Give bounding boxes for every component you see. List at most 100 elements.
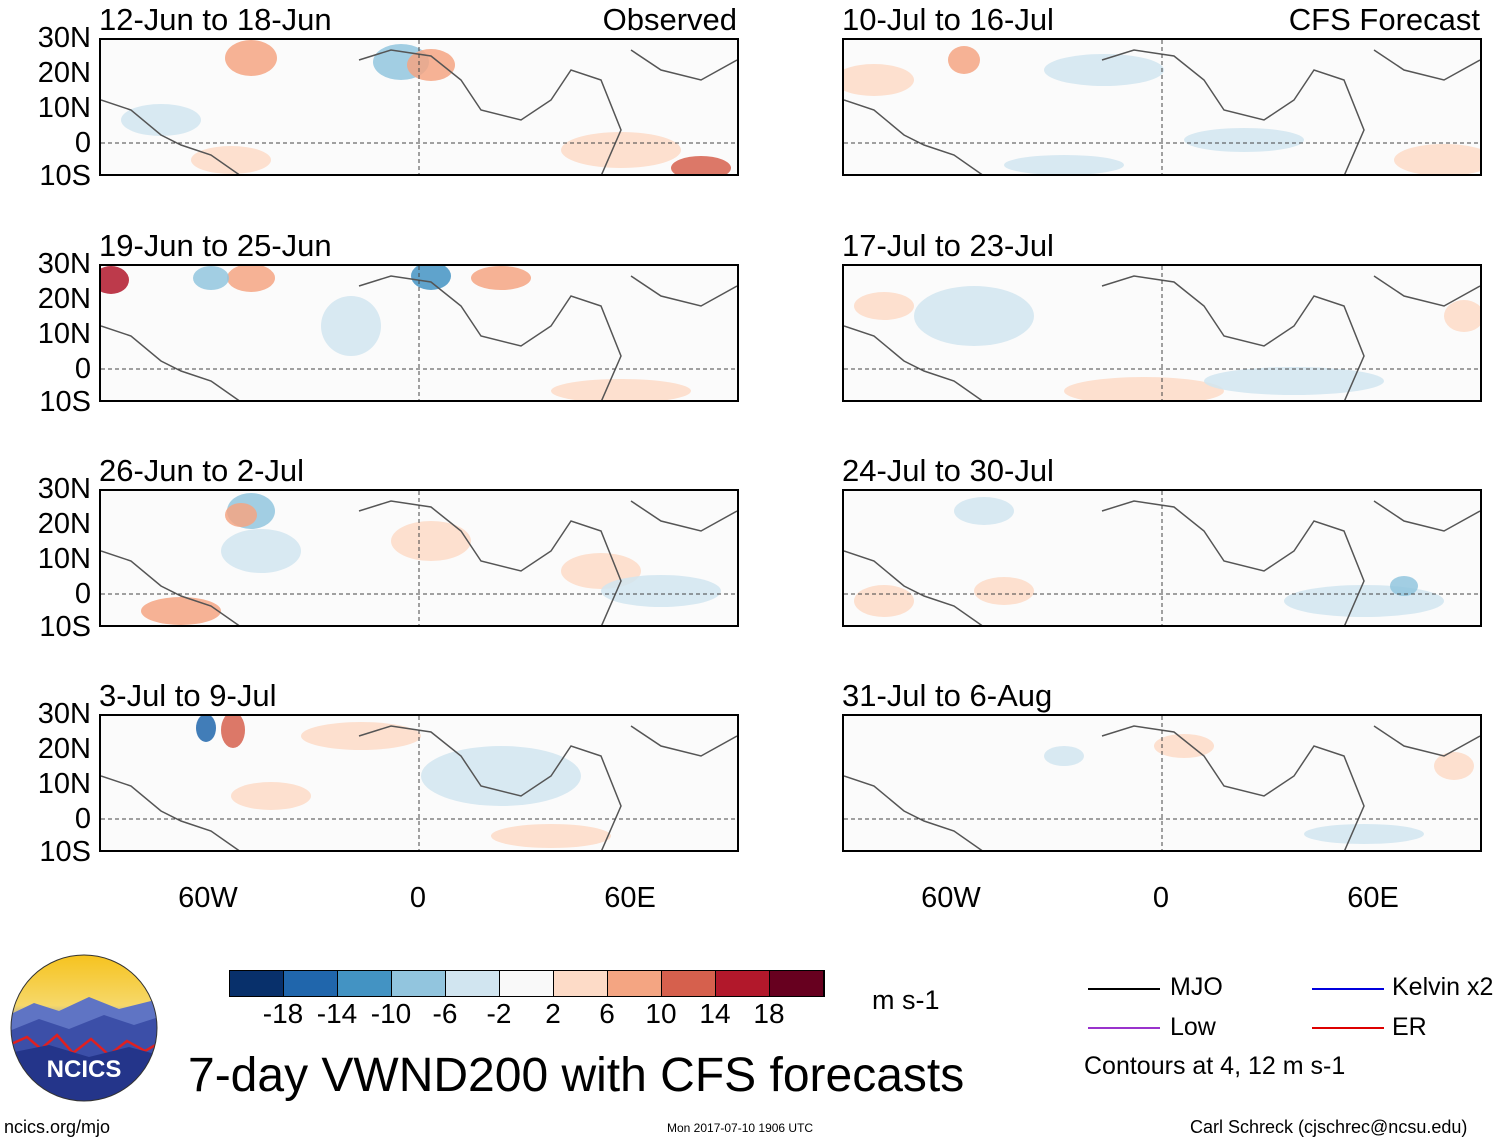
wind-anomaly-shading xyxy=(948,46,980,74)
colorbar-tick-label: -6 xyxy=(432,998,458,1029)
colorbar-tick-label: 18 xyxy=(753,998,785,1029)
lat-label: 10N xyxy=(37,318,91,350)
map-panel xyxy=(99,489,739,627)
wind-anomaly-shading xyxy=(321,296,381,356)
lat-label: 30N xyxy=(37,248,91,280)
legend-line-kelvin xyxy=(1312,988,1384,990)
panel-title: 26-Jun to 2-Jul xyxy=(99,453,305,488)
coastline xyxy=(844,775,983,850)
panel-title: 17-Jul to 23-Jul xyxy=(842,228,1054,263)
map-panel xyxy=(842,264,1482,402)
coastline xyxy=(1101,275,1365,400)
colorbar-tick-label: -14 xyxy=(316,998,358,1029)
coastline xyxy=(101,775,240,850)
colorbar-tick-label: 2 xyxy=(545,998,561,1029)
wind-anomaly-shading xyxy=(1004,155,1124,174)
coastline xyxy=(630,49,737,81)
colorbar-swatch xyxy=(446,971,500,996)
wind-anomaly-shading xyxy=(1064,377,1224,400)
wind-anomaly-shading xyxy=(411,266,451,290)
coastline xyxy=(844,550,983,625)
map-plot xyxy=(101,491,737,625)
map-panel xyxy=(99,38,739,176)
logo-text: NCICS xyxy=(47,1056,122,1083)
coastline xyxy=(630,725,737,757)
wind-anomaly-shading xyxy=(101,266,129,294)
wind-anomaly-shading xyxy=(221,529,301,573)
lon-label: 60E xyxy=(604,882,656,914)
lat-label: 20N xyxy=(37,57,91,89)
legend-note: Contours at 4, 12 m s-1 xyxy=(1084,1052,1346,1080)
colorbar-swatch xyxy=(662,971,716,996)
wind-anomaly-shading xyxy=(227,266,275,292)
colorbar-tick-label: -2 xyxy=(486,998,512,1029)
footer-url[interactable]: ncics.org/mjo xyxy=(4,1117,111,1137)
wind-anomaly-shading xyxy=(1204,367,1384,395)
observed-label: Observed xyxy=(602,2,737,37)
lat-label: 10S xyxy=(39,611,91,643)
wind-anomaly-shading xyxy=(121,104,201,136)
colorbar-swatch xyxy=(230,971,284,996)
legend-label-mjo: MJO xyxy=(1170,973,1223,1001)
lat-label: 0 xyxy=(74,353,91,385)
map-plot xyxy=(101,266,737,400)
lat-label: 10S xyxy=(39,836,91,868)
lat-label: 10S xyxy=(39,386,91,418)
lon-label: 60W xyxy=(921,882,981,914)
wind-anomaly-shading xyxy=(225,503,257,527)
wind-anomaly-shading xyxy=(225,40,277,76)
map-panel xyxy=(842,38,1482,176)
colorbar-tick-label: 14 xyxy=(699,998,731,1029)
lon-label: 0 xyxy=(409,882,427,914)
map-panel xyxy=(842,489,1482,627)
wind-anomaly-shading xyxy=(1044,746,1084,766)
wind-anomaly-shading xyxy=(191,146,271,174)
panel-title: 12-Jun to 18-Jun xyxy=(99,2,332,37)
footer-timestamp: Mon 2017-07-10 1906 UTC xyxy=(667,1121,814,1135)
wind-anomaly-shading xyxy=(671,156,731,174)
coastline xyxy=(358,500,622,625)
lon-label: 60W xyxy=(178,882,238,914)
map-plot xyxy=(844,491,1480,625)
colorbar-tick-label: 6 xyxy=(599,998,615,1029)
wind-anomaly-shading xyxy=(471,266,531,290)
wind-anomaly-shading xyxy=(1390,576,1418,596)
wind-anomaly-shading xyxy=(1284,585,1444,617)
coastline xyxy=(1373,725,1480,757)
colorbar-swatch xyxy=(500,971,554,996)
wind-anomaly-shading xyxy=(231,782,311,810)
lon-label: 60E xyxy=(1347,882,1399,914)
wind-anomaly-shading xyxy=(221,716,245,748)
wind-anomaly-shading xyxy=(954,497,1014,525)
legend-line-mjo xyxy=(1088,988,1160,990)
wind-anomaly-shading xyxy=(601,575,721,607)
coastline xyxy=(1101,500,1365,625)
wind-anomaly-shading xyxy=(491,824,611,848)
wind-anomaly-shading xyxy=(1444,300,1480,332)
lat-label: 0 xyxy=(74,127,91,159)
coastline xyxy=(630,500,737,532)
wind-anomaly-shading xyxy=(844,64,914,96)
wind-anomaly-shading xyxy=(391,521,471,561)
map-panel xyxy=(99,264,739,402)
lat-label: 20N xyxy=(37,283,91,315)
panel-title: 19-Jun to 25-Jun xyxy=(99,228,332,263)
wind-anomaly-shading xyxy=(551,379,691,400)
footer-author: Carl Schreck (cjschrec@ncsu.edu) xyxy=(1190,1117,1468,1137)
coastline xyxy=(358,275,622,400)
coastline xyxy=(844,325,983,400)
coastline xyxy=(101,325,240,400)
wind-anomaly-shading xyxy=(421,746,581,806)
wind-anomaly-shading xyxy=(854,292,914,320)
wind-anomaly-shading xyxy=(1184,128,1304,152)
main-title: 7-day VWND200 with CFS forecasts xyxy=(188,1049,965,1102)
colorbar-swatch xyxy=(716,971,770,996)
wind-anomaly-shading xyxy=(193,266,229,290)
lat-label: 0 xyxy=(74,803,91,835)
colorbar-swatch xyxy=(554,971,608,996)
lat-label: 10N xyxy=(37,543,91,575)
map-plot xyxy=(844,716,1480,850)
wind-anomaly-shading xyxy=(1154,734,1214,758)
wind-anomaly-shading xyxy=(196,716,216,742)
legend-line-er xyxy=(1312,1027,1384,1029)
